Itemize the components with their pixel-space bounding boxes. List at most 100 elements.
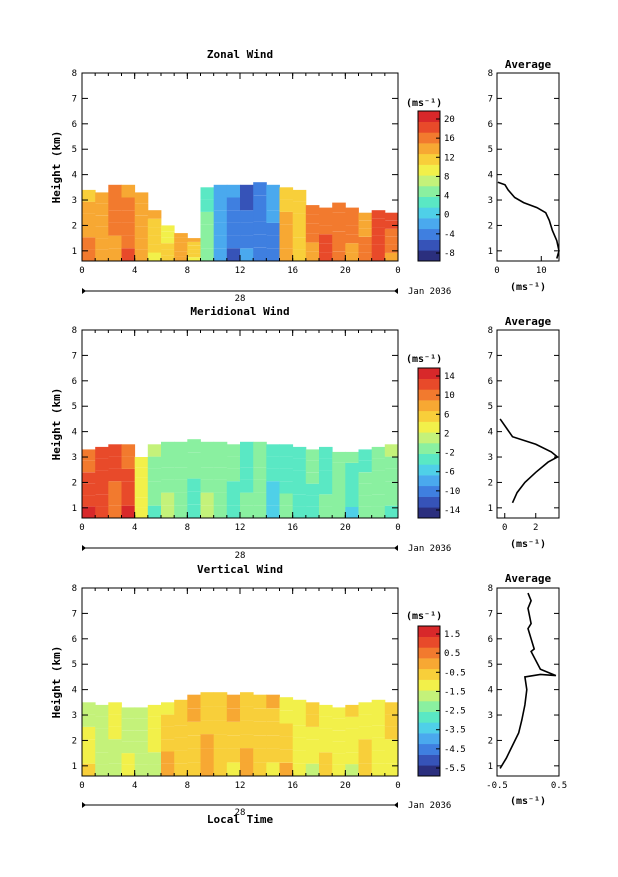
heatmap-cell	[371, 458, 386, 471]
colorbar-swatch	[418, 453, 440, 465]
heatmap-cell	[147, 456, 162, 469]
heatmap-cell	[95, 458, 109, 471]
profile-x-tick-label: 0	[494, 266, 499, 276]
heatmap-cell	[213, 748, 228, 763]
profile-y-tick-label: 1	[488, 504, 493, 514]
heatmap-cell	[358, 739, 373, 752]
heatmap-cell	[121, 184, 136, 198]
heatmap-cell	[134, 249, 149, 261]
heatmap-cell	[95, 192, 109, 204]
colorbar-label: -2	[444, 449, 455, 459]
panel-title: Meridional Wind	[190, 305, 289, 318]
heatmap-cell	[240, 248, 254, 261]
colorbar-swatch	[418, 636, 440, 648]
heatmap-cell	[108, 210, 122, 223]
heatmap-cell	[82, 763, 96, 776]
heatmap-cell	[305, 460, 320, 473]
heatmap-cell	[147, 235, 162, 245]
heatmap-cell	[121, 481, 136, 494]
heatmap-cell	[82, 495, 96, 507]
heatmap-cell	[305, 251, 320, 261]
x-tick-label: 4	[132, 266, 137, 276]
heatmap-cell	[200, 720, 215, 735]
heatmap-cell	[108, 184, 122, 198]
colorbar-swatch	[418, 464, 440, 476]
heatmap-cell	[187, 504, 201, 518]
heatmap-cell	[305, 214, 320, 224]
heatmap-cell	[161, 255, 175, 261]
heatmap-cell	[82, 506, 96, 518]
heatmap-cell	[187, 452, 201, 466]
x-tick-label: 12	[235, 523, 246, 533]
heatmap-cell	[384, 236, 399, 245]
heatmap-cell	[134, 718, 149, 731]
heatmap-cell	[253, 195, 267, 209]
colorbar-swatch	[418, 250, 440, 262]
profile-y-tick-label: 3	[488, 196, 493, 206]
heatmap-cell	[82, 739, 96, 752]
colorbar-label: -10	[444, 487, 460, 497]
heatmap-cell	[292, 470, 307, 483]
heatmap-cell	[226, 708, 241, 722]
heatmap-cell	[253, 182, 267, 196]
heatmap-cell	[279, 187, 294, 200]
colorbar-label: 8	[444, 172, 449, 182]
heatmap-cell	[266, 197, 280, 211]
profile-x-tick-label: 2	[533, 523, 538, 533]
y-tick-label: 1	[72, 762, 77, 772]
colorbar-swatch	[418, 196, 440, 208]
heatmap-cell	[292, 712, 307, 726]
heatmap-cell	[358, 460, 373, 473]
heatmap-cell	[226, 235, 241, 249]
heatmap-cell	[292, 458, 307, 471]
heatmap-cell	[213, 505, 228, 518]
colorbar-swatch	[418, 378, 440, 390]
heatmap-cell	[174, 467, 188, 480]
heatmap-cell	[134, 215, 149, 227]
heatmap-cell	[305, 495, 320, 507]
heatmap-cell	[161, 751, 175, 764]
heatmap-cell	[174, 699, 188, 713]
y-tick-label: 5	[72, 660, 77, 670]
heatmap-cell	[319, 470, 333, 483]
heatmap-cell	[279, 211, 294, 225]
heatmap-cell	[82, 189, 96, 202]
heatmap-cell	[332, 730, 346, 742]
heatmap-cell	[187, 439, 201, 453]
y-tick-label: 2	[72, 736, 77, 746]
colorbar-label: 6	[444, 410, 449, 420]
heatmap-cell	[319, 458, 333, 471]
y-tick-label: 3	[72, 711, 77, 721]
heatmap-cell	[345, 243, 359, 253]
colorbar-swatch	[418, 733, 440, 745]
heatmap-cell	[226, 222, 241, 236]
heatmap-cell	[187, 241, 201, 246]
heatmap-cell	[371, 482, 386, 495]
heatmap-cell	[161, 726, 175, 740]
heatmap-cell	[95, 215, 109, 227]
heatmap-cell	[305, 472, 320, 484]
heatmap-cell	[332, 212, 346, 222]
heatmap-cell	[266, 708, 280, 722]
heatmap-cell	[134, 507, 149, 518]
profile-title: Average	[505, 572, 552, 585]
heatmap-cell	[187, 721, 201, 736]
profile-y-tick-label: 6	[488, 377, 493, 387]
colorbar-swatch	[418, 743, 440, 755]
heatmap-cell	[305, 506, 320, 518]
colorbar-swatch	[418, 496, 440, 508]
x-axis-label: Local Time	[207, 813, 274, 826]
heatmap-cell	[147, 481, 162, 494]
heatmap-cell	[371, 227, 386, 236]
colorbar-label: -8	[444, 249, 455, 259]
heatmap-cell	[319, 482, 333, 495]
heatmap-cell	[253, 735, 267, 749]
heatmap-cell	[266, 505, 280, 518]
heatmap-cell	[358, 702, 373, 715]
heatmap-cell	[200, 479, 215, 493]
heatmap-cell	[174, 233, 188, 238]
heatmap-cell	[266, 248, 280, 261]
profile-frame	[496, 587, 560, 777]
